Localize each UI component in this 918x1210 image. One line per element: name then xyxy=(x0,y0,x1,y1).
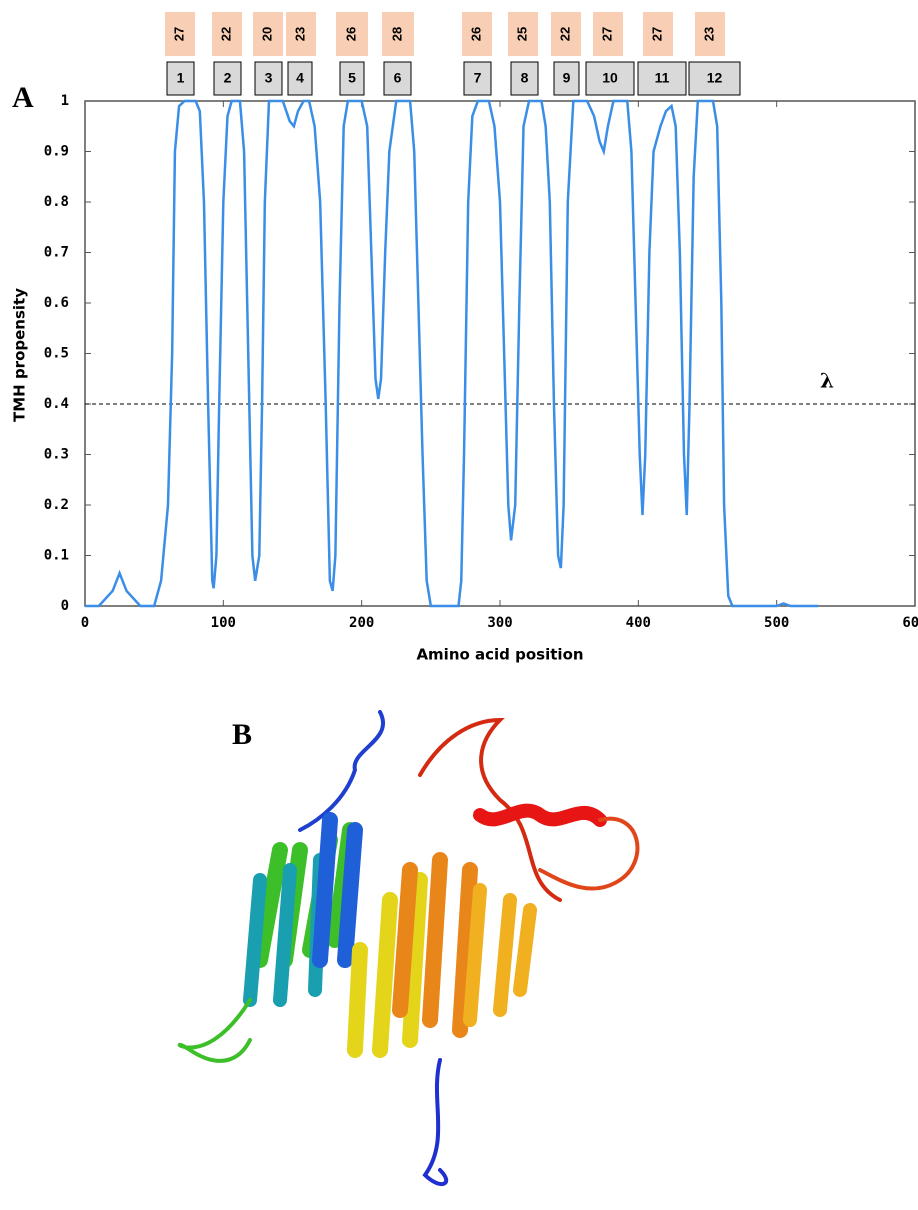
y-tick-label: 0.3 xyxy=(44,447,69,463)
helix-label: 4 xyxy=(296,70,304,86)
y-tick-label: 0.7 xyxy=(44,245,69,261)
y-tick-label: 0.9 xyxy=(44,144,69,160)
helix-length: 26 xyxy=(343,27,358,41)
helix-label: 5 xyxy=(348,70,356,86)
helix-box xyxy=(688,61,741,96)
helix-length-box xyxy=(695,12,725,56)
helix-length-box xyxy=(165,12,195,56)
helix-length-box xyxy=(593,12,623,56)
helix-box xyxy=(585,61,635,96)
helix-length: 22 xyxy=(557,27,572,41)
x-tick-label: 600 xyxy=(902,615,918,631)
helix-length: 20 xyxy=(259,27,274,41)
y-tick-label: 0 xyxy=(61,598,69,614)
y-tick-label: 0.8 xyxy=(44,194,69,210)
helix-length: 25 xyxy=(514,27,529,41)
helix-length-box xyxy=(643,12,673,56)
helix-length-box xyxy=(336,12,368,56)
helix-length: 27 xyxy=(599,27,614,41)
x-tick-label: 500 xyxy=(764,615,789,631)
threshold-label: λ xyxy=(820,369,834,393)
helix-box xyxy=(254,61,283,96)
helix-box xyxy=(463,61,492,96)
helix-box xyxy=(510,61,539,96)
helix-length: 23 xyxy=(292,27,307,41)
y-tick-label: 0.2 xyxy=(44,497,69,513)
helix-length-box xyxy=(253,12,283,56)
helix-label: 9 xyxy=(563,70,571,86)
panel-label: B xyxy=(232,718,252,751)
y-tick-label: 0.1 xyxy=(44,548,69,564)
y-tick-label: 1 xyxy=(61,93,69,109)
helix-label: 7 xyxy=(474,70,482,86)
panel-label: A xyxy=(12,81,34,114)
helix-length: 23 xyxy=(701,27,716,41)
helix-box xyxy=(287,61,313,96)
helix-length: 22 xyxy=(218,27,233,41)
helix-box xyxy=(166,61,195,96)
plot-frame xyxy=(84,100,916,607)
helix-length: 28 xyxy=(389,27,404,41)
helix-length: 26 xyxy=(468,27,483,41)
helix-label: 1 xyxy=(177,70,185,86)
helix-label: 8 xyxy=(521,70,529,86)
helix-length: 27 xyxy=(171,27,186,41)
x-tick-label: 200 xyxy=(349,615,374,631)
x-tick-label: 300 xyxy=(487,615,512,631)
helix-box xyxy=(339,61,365,96)
helix-length-box xyxy=(212,12,242,56)
x-tick-label: 400 xyxy=(626,615,651,631)
protein-structure xyxy=(177,710,640,1186)
helix-length: 27 xyxy=(649,27,664,41)
y-tick-label: 0.5 xyxy=(44,346,69,362)
helix-label: 10 xyxy=(602,70,618,86)
x-tick-label: 0 xyxy=(81,615,89,631)
helix-label: 11 xyxy=(655,70,670,86)
helix-length-box xyxy=(462,12,492,56)
helix-box xyxy=(213,61,242,96)
helix-label: 3 xyxy=(265,70,273,86)
helix-box xyxy=(637,61,687,96)
helix-length-box xyxy=(508,12,538,56)
y-tick-label: 0.4 xyxy=(44,396,69,412)
helix-box xyxy=(383,61,412,96)
line xyxy=(85,99,819,608)
y-tick-label: 0.6 xyxy=(44,295,69,311)
x-axis-label: Amino acid position xyxy=(416,646,583,664)
helix-label: 12 xyxy=(707,70,723,86)
helix-label: 2 xyxy=(224,70,232,86)
helix-label: 6 xyxy=(394,70,402,86)
helix-length-box xyxy=(286,12,316,56)
x-tick-label: 100 xyxy=(211,615,236,631)
helix-length-box xyxy=(382,12,414,56)
helix-length-box xyxy=(551,12,581,56)
y-axis-label: TMH propensity xyxy=(11,288,29,422)
helix-box xyxy=(553,61,580,96)
